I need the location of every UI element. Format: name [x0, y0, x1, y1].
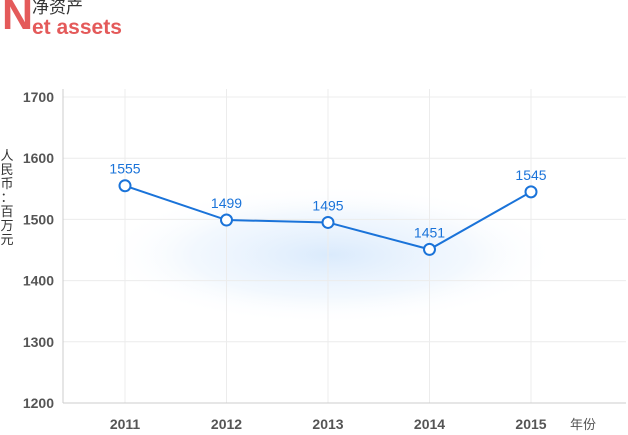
- data-label: 1499: [211, 195, 242, 211]
- y-axis-label-char: 币: [0, 177, 13, 192]
- data-point: [220, 213, 233, 227]
- y-axis-label-char: 人: [0, 149, 13, 164]
- data-label: 1495: [312, 197, 343, 213]
- y-axis-label-char: 民: [0, 163, 13, 178]
- y-axis-ticks: 1200 1300 1400 1500 1600 1700: [23, 89, 54, 411]
- x-tick-label: 2011: [110, 416, 141, 432]
- x-tick-label: 2015: [515, 416, 546, 432]
- data-label: 1451: [414, 224, 445, 240]
- y-axis-label-char: 百: [0, 205, 13, 220]
- data-point: [118, 179, 132, 193]
- x-axis-unit: 年份: [570, 418, 596, 433]
- title-chinese: 净资产: [32, 0, 83, 18]
- y-tick-label: 1700: [23, 89, 54, 105]
- y-tick-label: 1400: [23, 273, 54, 289]
- data-point: [524, 185, 538, 199]
- y-tick-label: 1500: [23, 211, 54, 227]
- y-tick-label: 1300: [23, 334, 54, 350]
- data-point: [321, 215, 335, 229]
- x-tick-label: 2013: [312, 416, 343, 432]
- y-axis-label-char: 元: [0, 233, 13, 248]
- data-point: [423, 242, 436, 256]
- y-tick-label: 1600: [23, 150, 54, 166]
- x-tick-label: 2014: [414, 416, 445, 432]
- axes: [62, 89, 626, 404]
- background-glow: [100, 185, 560, 325]
- y-axis-label: 人民币：百万元: [0, 149, 13, 248]
- data-label: 1555: [109, 161, 140, 177]
- title-initial: N: [2, 0, 34, 39]
- title-english: et assets: [32, 16, 122, 39]
- y-axis-label-char: 万: [0, 219, 13, 234]
- data-points: [118, 179, 538, 256]
- data-labels: 1555 1499 1495 1451 1545: [109, 161, 546, 241]
- data-label: 1545: [515, 167, 546, 183]
- chart-title: N 净资产 et assets: [0, 0, 160, 46]
- y-tick-label: 1200: [23, 395, 54, 411]
- y-axis-label-char: ：: [0, 191, 13, 206]
- x-tick-label: 2012: [211, 416, 242, 432]
- x-axis-ticks: 2011 2012 2013 2014 2015: [110, 416, 547, 432]
